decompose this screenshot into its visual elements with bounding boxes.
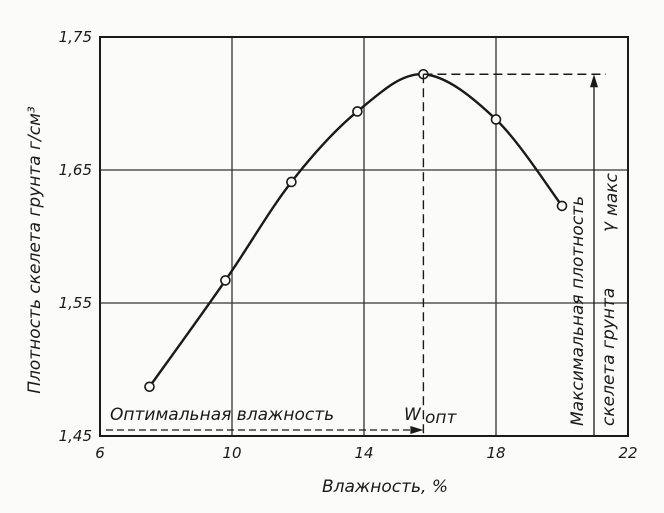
x-axis-label: Влажность, %	[322, 477, 448, 497]
max-density-arrow-head	[590, 74, 598, 88]
max-density-subscript: макс	[602, 172, 622, 216]
max-density-symbol: γ	[599, 221, 619, 232]
data-point	[352, 106, 363, 117]
y-tick-labels: 1,45 1,55 1,65 1,75	[59, 28, 92, 445]
y-tick-label: 1,75	[59, 28, 92, 46]
grid	[100, 37, 628, 436]
x-tick-label: 22	[618, 444, 637, 462]
y-tick-label: 1,65	[59, 161, 92, 179]
optimal-moisture-label: Оптимальная влажность	[110, 405, 334, 425]
x-tick-label: 6	[95, 444, 105, 462]
y-axis-label: Плотность скелета грунта г/см³	[25, 106, 45, 394]
data-point	[286, 176, 297, 188]
y-tick-label: 1,55	[59, 294, 92, 312]
w-opt-subscript: опт	[425, 408, 458, 428]
x-tick-labels: 6 10 14 18 22	[95, 444, 637, 462]
w-opt-symbol: W	[404, 405, 422, 425]
y-tick-label: 1,45	[59, 427, 92, 445]
data-point	[144, 381, 155, 393]
data-point	[490, 114, 502, 125]
w-opt-arrow-head	[410, 426, 424, 434]
x-tick-label: 14	[354, 444, 373, 462]
max-density-label-line2: скелета грунта	[599, 288, 619, 426]
data-point	[556, 200, 568, 212]
data-points	[144, 68, 568, 393]
data-point	[220, 275, 231, 286]
x-tick-label: 10	[222, 444, 241, 462]
x-tick-label: 18	[486, 444, 505, 462]
max-density-label-line1: Максимальная плотность	[568, 196, 588, 426]
plot-frame	[99, 36, 629, 437]
